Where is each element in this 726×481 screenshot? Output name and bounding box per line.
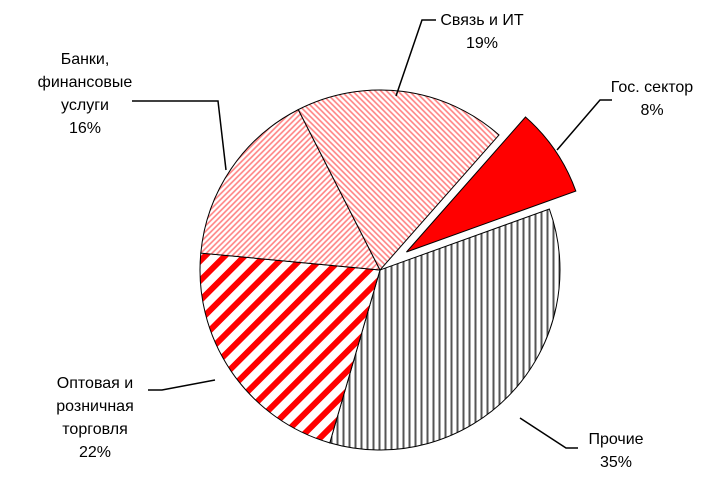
value-label: 19% [465, 35, 499, 52]
value-label: 35% [599, 454, 633, 471]
category-label: Банки, финансовые услуги [37, 51, 133, 114]
pie-slice [200, 108, 381, 271]
pie-slice [406, 116, 577, 253]
pie-slice [199, 252, 381, 444]
leader-line [132, 100, 227, 171]
category-label: Оптовая и розничная торговля [56, 375, 134, 438]
category-label: Гос. сектор [610, 79, 694, 96]
leader-line [556, 99, 612, 151]
pie-slice [329, 208, 561, 451]
value-label: 22% [78, 444, 112, 461]
slice-label: Банки, финансовые услуги 16% [35, 48, 135, 140]
slice-label: Связь и ИТ 19% [417, 9, 547, 55]
leader-line [395, 19, 436, 97]
leader-line [519, 417, 578, 449]
category-label: Прочие [588, 431, 644, 448]
pie-slice [297, 89, 500, 271]
slice-label: Оптовая и розничная торговля 22% [50, 372, 140, 464]
slice-label: Гос. сектор 8% [592, 76, 712, 122]
value-label: 8% [640, 102, 664, 119]
slice-label: Прочие 35% [566, 428, 666, 474]
leader-line [148, 379, 216, 391]
value-label: 16% [68, 120, 102, 137]
category-label: Связь и ИТ [440, 12, 524, 29]
